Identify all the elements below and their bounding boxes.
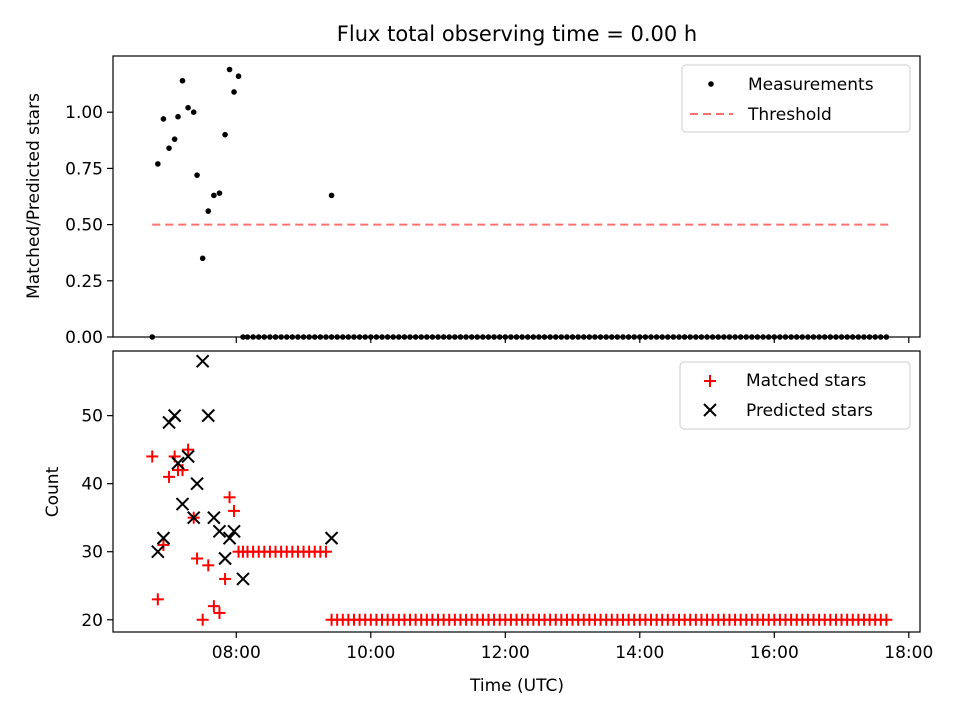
x-tick-label: 16:00 bbox=[750, 643, 799, 663]
matched-star-point bbox=[228, 504, 241, 517]
measurement-point bbox=[155, 161, 161, 167]
matched-star-point bbox=[213, 606, 226, 619]
matched-star-point bbox=[163, 470, 176, 483]
matched-star-point bbox=[880, 613, 893, 626]
predicted-star-point bbox=[181, 449, 195, 464]
bottom-y-axis-label: Count bbox=[43, 466, 63, 517]
predicted-star-point bbox=[201, 408, 215, 423]
predicted-star-point bbox=[195, 354, 210, 368]
measurement-point bbox=[194, 172, 200, 178]
legend-measurements-marker bbox=[708, 81, 714, 87]
bottom-legend-box bbox=[679, 361, 911, 430]
measurement-point bbox=[199, 255, 206, 262]
measurement-point bbox=[216, 190, 223, 196]
bottom-axes-frame bbox=[112, 350, 921, 633]
matched-star-point bbox=[207, 600, 220, 613]
measurement-point bbox=[160, 116, 167, 122]
bottom-plot-area bbox=[146, 354, 893, 626]
predicted-star-point bbox=[151, 545, 165, 559]
matched-star-point bbox=[319, 545, 332, 558]
predicted-star-point bbox=[207, 510, 221, 525]
measurement-point bbox=[185, 104, 191, 111]
measurement-point bbox=[175, 113, 181, 120]
matched-star-point bbox=[219, 572, 232, 585]
predicted-star-point bbox=[218, 551, 232, 566]
matched-star-point bbox=[151, 593, 164, 606]
x-tick-label: 12:00 bbox=[481, 643, 530, 663]
predicted-star-point bbox=[236, 572, 250, 586]
matched-star-point bbox=[182, 443, 195, 456]
top-y-tick-label: 0.50 bbox=[65, 216, 103, 236]
predicted-star-point bbox=[190, 476, 204, 491]
top-panel: Flux total observing time = 0.00 h Match… bbox=[24, 22, 921, 348]
measurement-point bbox=[231, 89, 237, 95]
matched-star-point bbox=[146, 450, 159, 463]
top-y-tick-label: 1.00 bbox=[65, 103, 103, 123]
measurement-point bbox=[171, 136, 178, 142]
matched-star-point bbox=[223, 491, 236, 504]
legend-matched-marker bbox=[704, 375, 716, 387]
x-axis-label: Time (UTC) bbox=[469, 676, 564, 696]
top-axes-frame bbox=[112, 55, 921, 338]
top-legend-box bbox=[681, 64, 911, 133]
predicted-star-point bbox=[227, 524, 241, 539]
measurement-point bbox=[190, 109, 197, 115]
top-y-tick-label: 0.00 bbox=[65, 328, 103, 348]
measurement-point bbox=[166, 145, 172, 151]
measurement-point bbox=[328, 192, 335, 199]
predicted-star-point bbox=[222, 531, 237, 545]
top-legend: Measurements Threshold bbox=[681, 64, 911, 133]
matched-star-point bbox=[202, 559, 215, 572]
x-tick-label: 08:00 bbox=[212, 643, 261, 663]
legend-predicted-marker bbox=[703, 403, 717, 417]
legend-matched-label: Matched stars bbox=[746, 371, 866, 391]
top-y-axis-label: Matched/Predicted stars bbox=[24, 93, 44, 299]
x-tick-label: 14:00 bbox=[615, 643, 664, 663]
measurement-point bbox=[179, 77, 186, 84]
predicted-star-point bbox=[167, 408, 182, 423]
predicted-star-point bbox=[186, 510, 201, 525]
bottom-panel: Count Time (UTC) 20 30 40 50 08:00 10:00 12:00… bbox=[43, 350, 933, 696]
legend-threshold-label: Threshold bbox=[747, 105, 832, 125]
predicted-star-point bbox=[324, 531, 339, 545]
matched-star-point bbox=[176, 464, 189, 477]
predicted-star-point bbox=[171, 456, 185, 470]
chart-title: Flux total observing time = 0.00 h bbox=[337, 22, 697, 46]
measurement-point bbox=[205, 208, 212, 214]
x-tick-label: 10:00 bbox=[346, 643, 395, 663]
bottom-legend: Matched stars Predicted stars bbox=[679, 361, 911, 430]
legend-measurements-label: Measurements bbox=[748, 75, 874, 95]
predicted-star-point bbox=[175, 497, 190, 511]
top-y-tick-label: 0.25 bbox=[65, 272, 103, 292]
measurement-point bbox=[222, 131, 228, 138]
bottom-y-tick-label: 40 bbox=[81, 475, 103, 495]
x-tick-label: 18:00 bbox=[884, 643, 933, 663]
bottom-axis-ticks: 20 30 40 50 08:00 10:00 12:00 14:00 16:00 18:00 bbox=[81, 407, 933, 663]
matched-star-point bbox=[157, 538, 170, 551]
bottom-y-tick-label: 20 bbox=[81, 611, 103, 631]
predicted-star-point bbox=[156, 531, 171, 545]
measurement-point bbox=[226, 66, 233, 73]
matched-star-point bbox=[196, 613, 209, 626]
matched-star-point bbox=[191, 552, 204, 565]
predicted-star-point bbox=[212, 524, 227, 539]
legend-predicted-label: Predicted stars bbox=[746, 401, 873, 421]
measurement-point bbox=[235, 73, 242, 80]
measurement-point bbox=[211, 192, 217, 199]
top-y-tick-label: 0.75 bbox=[65, 159, 103, 179]
bottom-y-tick-label: 30 bbox=[81, 543, 103, 563]
bottom-y-tick-label: 50 bbox=[81, 407, 103, 427]
top-y-ticks: 0.00 0.25 0.50 0.75 1.00 bbox=[65, 103, 910, 348]
